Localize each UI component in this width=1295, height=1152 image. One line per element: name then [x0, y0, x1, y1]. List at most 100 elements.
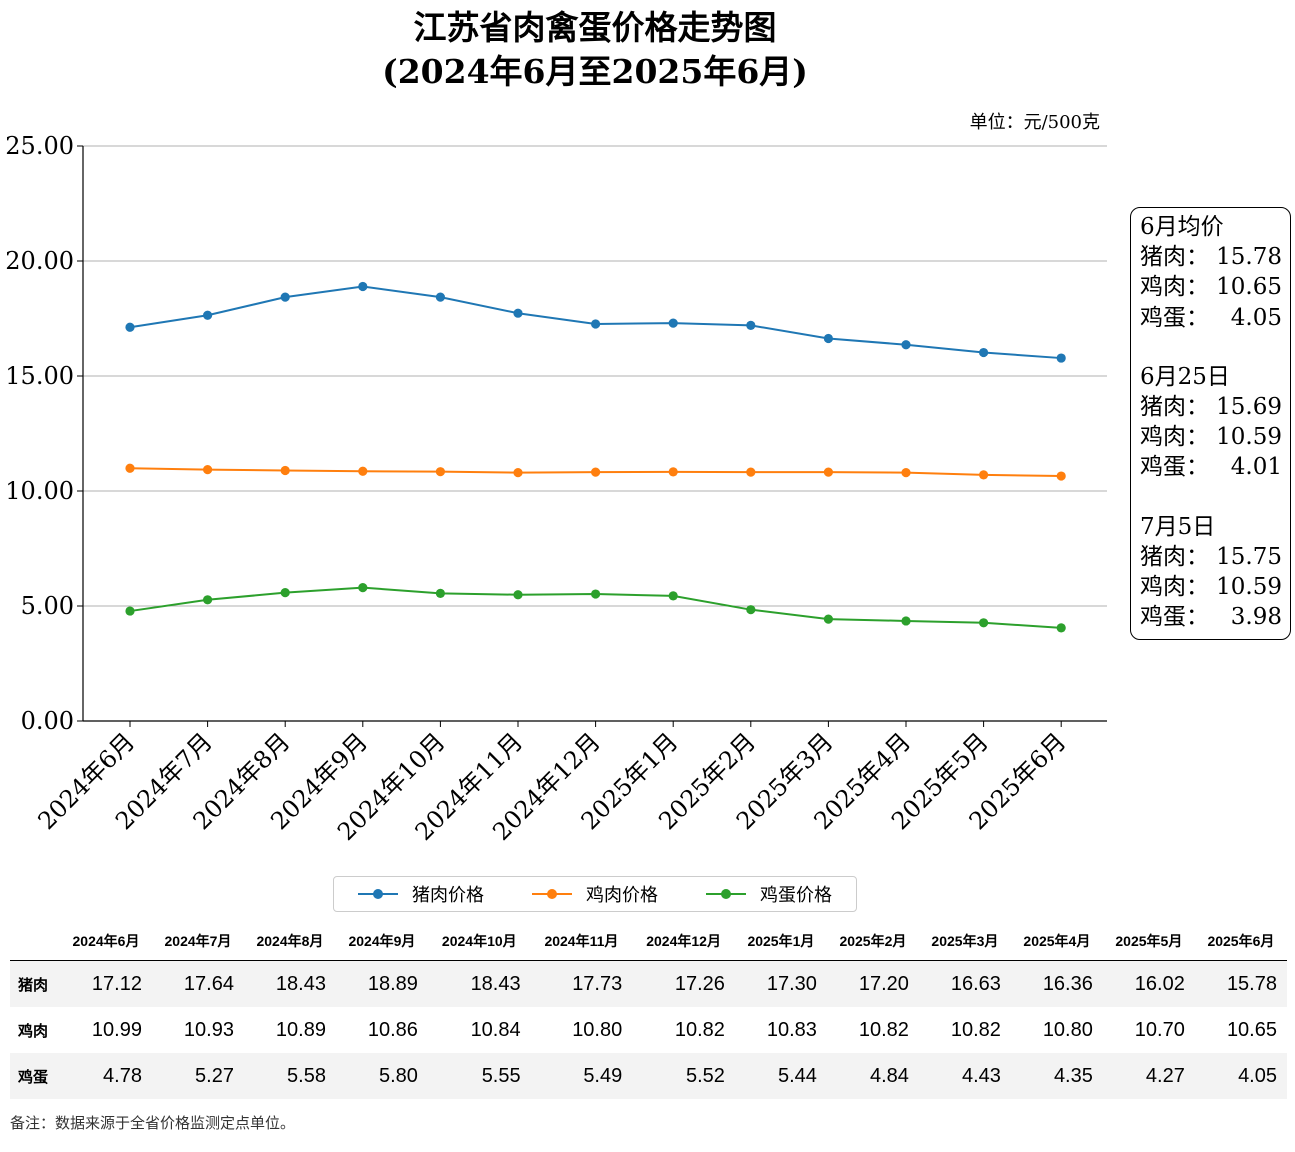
data-point [203, 595, 213, 605]
data-point [746, 605, 756, 615]
info-label: 猪肉： [1140, 394, 1209, 421]
data-point [823, 467, 834, 477]
table-cell: 10.65 [1226, 1018, 1277, 1041]
data-point [203, 465, 213, 475]
series-1 [125, 463, 1066, 481]
price-info-box: 6月均价 猪肉： 15.78 鸡肉： 10.65 鸡蛋： 4.05 6月25日 猪肉：… [1130, 207, 1291, 640]
table-cell: 4.78 [103, 1064, 142, 1087]
axes: 0.005.0010.0015.0020.0025.002024年6月2024年… [5, 132, 1107, 846]
table-column-header: 2024年10月 [427, 922, 531, 961]
data-point [1056, 471, 1066, 481]
table-column-header: 2025年1月 [734, 922, 827, 961]
series-0 [125, 281, 1066, 363]
table-cell: 17.64 [183, 972, 234, 995]
table-cell: 17.12 [91, 972, 142, 995]
y-tick-label: 0.00 [21, 707, 74, 735]
info-value: 15.78 [1216, 244, 1282, 271]
legend-label: 猪肉价格 [412, 885, 484, 906]
price-table: 2024年6月 2024年7月 2024年8月 2024年9月 2024年10月 2024… [10, 922, 1287, 1099]
info-label: 鸡肉： [1140, 274, 1209, 301]
legend-item-chicken: 鸡肉价格 [532, 881, 658, 907]
y-tick-label: 25.00 [5, 132, 74, 160]
info-group-title: 6月均价 [1140, 214, 1224, 240]
table-cell: 10.82 [674, 1018, 725, 1041]
legend-marker [706, 888, 746, 900]
data-point [280, 588, 290, 598]
table-body: 猪肉 17.12 17.64 18.43 18.89 18.43 17.73 17.26 17.… [10, 960, 1287, 1099]
info-row-chicken: 鸡肉： 10.65 [1140, 272, 1282, 302]
table-cell: 10.93 [183, 1018, 234, 1041]
info-value: 4.01 [1230, 454, 1282, 481]
data-point [435, 588, 445, 598]
info-group-title: 6月25日 [1140, 363, 1230, 390]
data-point [591, 467, 601, 477]
table-cell: 5.55 [481, 1064, 521, 1087]
info-value: 10.59 [1216, 574, 1282, 601]
info-row-egg: 鸡蛋： 3.98 [1140, 602, 1282, 632]
info-value: 4.05 [1230, 304, 1282, 331]
data-point [746, 320, 756, 330]
table-cell: 16.36 [1042, 972, 1093, 995]
table-column-header: 2024年8月 [243, 922, 336, 961]
table-cell: 10.99 [91, 1018, 142, 1041]
info-group-june-average: 6月均价 猪肉： 15.78 鸡肉： 10.65 鸡蛋： 4.05 [1140, 212, 1282, 333]
data-point [668, 591, 678, 601]
table-column-header: 2024年7月 [151, 922, 244, 961]
info-group-june-25: 6月25日 猪肉： 15.69 鸡肉： 10.59 鸡蛋： 4.01 [1140, 362, 1282, 483]
info-row-pork: 猪肉： 15.75 [1140, 542, 1282, 572]
info-label: 鸡蛋： [1140, 304, 1209, 331]
y-tick-label: 20.00 [5, 247, 74, 275]
data-point [746, 467, 756, 477]
table-row-label: 鸡肉 [18, 1022, 49, 1040]
data-point [979, 470, 989, 480]
grid-lines [83, 145, 1107, 607]
table-cell: 5.44 [777, 1064, 817, 1087]
table-cell: 17.20 [858, 972, 909, 995]
table-cell: 10.70 [1134, 1018, 1185, 1041]
table-cell: 4.27 [1145, 1064, 1185, 1087]
table-column-header: 2025年2月 [826, 922, 919, 961]
table-row: 鸡肉 10.99 10.93 10.89 10.86 10.84 10.80 10.82 10.… [10, 1007, 1287, 1053]
table-cell: 18.89 [367, 972, 418, 995]
data-point [668, 467, 678, 477]
series-layer [125, 281, 1066, 633]
table-cell: 5.80 [379, 1064, 418, 1087]
line-chart: 0.005.0010.0015.0020.0025.002024年6月2024年… [5, 132, 1107, 846]
table-column-header: 2024年12月 [632, 922, 735, 961]
data-point [901, 616, 911, 626]
y-tick-label: 10.00 [5, 477, 74, 505]
table-cell: 10.80 [572, 1018, 623, 1041]
table-cell: 15.78 [1226, 972, 1277, 995]
data-point [901, 468, 911, 478]
data-point [513, 590, 523, 600]
table-cell: 4.84 [869, 1064, 909, 1087]
data-point [513, 308, 523, 318]
data-point [358, 583, 368, 593]
table-cell: 4.05 [1238, 1064, 1277, 1087]
table-cell: 17.73 [572, 972, 623, 995]
chart-title-line1: 江苏省肉禽蛋价格走势图 [413, 8, 777, 47]
table-cell: 16.63 [950, 972, 1001, 995]
y-tick-label: 5.00 [21, 592, 74, 620]
info-label: 鸡蛋： [1140, 604, 1209, 631]
info-label: 鸡蛋： [1140, 454, 1209, 481]
table-cell: 4.35 [1053, 1064, 1093, 1087]
chart-title-line2: (2024年6月至2025年6月) [382, 52, 808, 91]
table-column-header: 2025年5月 [1102, 922, 1195, 961]
table-row-label: 猪肉 [18, 976, 49, 994]
data-point [513, 468, 523, 478]
unit-label: 单位：元/500克 [969, 112, 1100, 133]
info-row-chicken: 鸡肉： 10.59 [1140, 422, 1282, 452]
info-row-chicken: 鸡肉： 10.59 [1140, 572, 1282, 602]
legend-marker [358, 888, 398, 900]
chart-legend: 猪肉价格 鸡肉价格 鸡蛋价格 [333, 876, 857, 912]
table-cell: 5.49 [583, 1064, 623, 1087]
legend-label: 鸡蛋价格 [760, 885, 832, 906]
table-cell: 5.27 [195, 1064, 234, 1087]
table-column-header: 2024年11月 [530, 922, 633, 961]
data-point [668, 318, 678, 328]
data-point [901, 340, 911, 350]
info-group-title: 7月5日 [1140, 513, 1216, 540]
table-cell: 10.82 [858, 1018, 909, 1041]
chart-title: 江苏省肉禽蛋价格走势图 (2024年6月至2025年6月) [0, 6, 1190, 94]
